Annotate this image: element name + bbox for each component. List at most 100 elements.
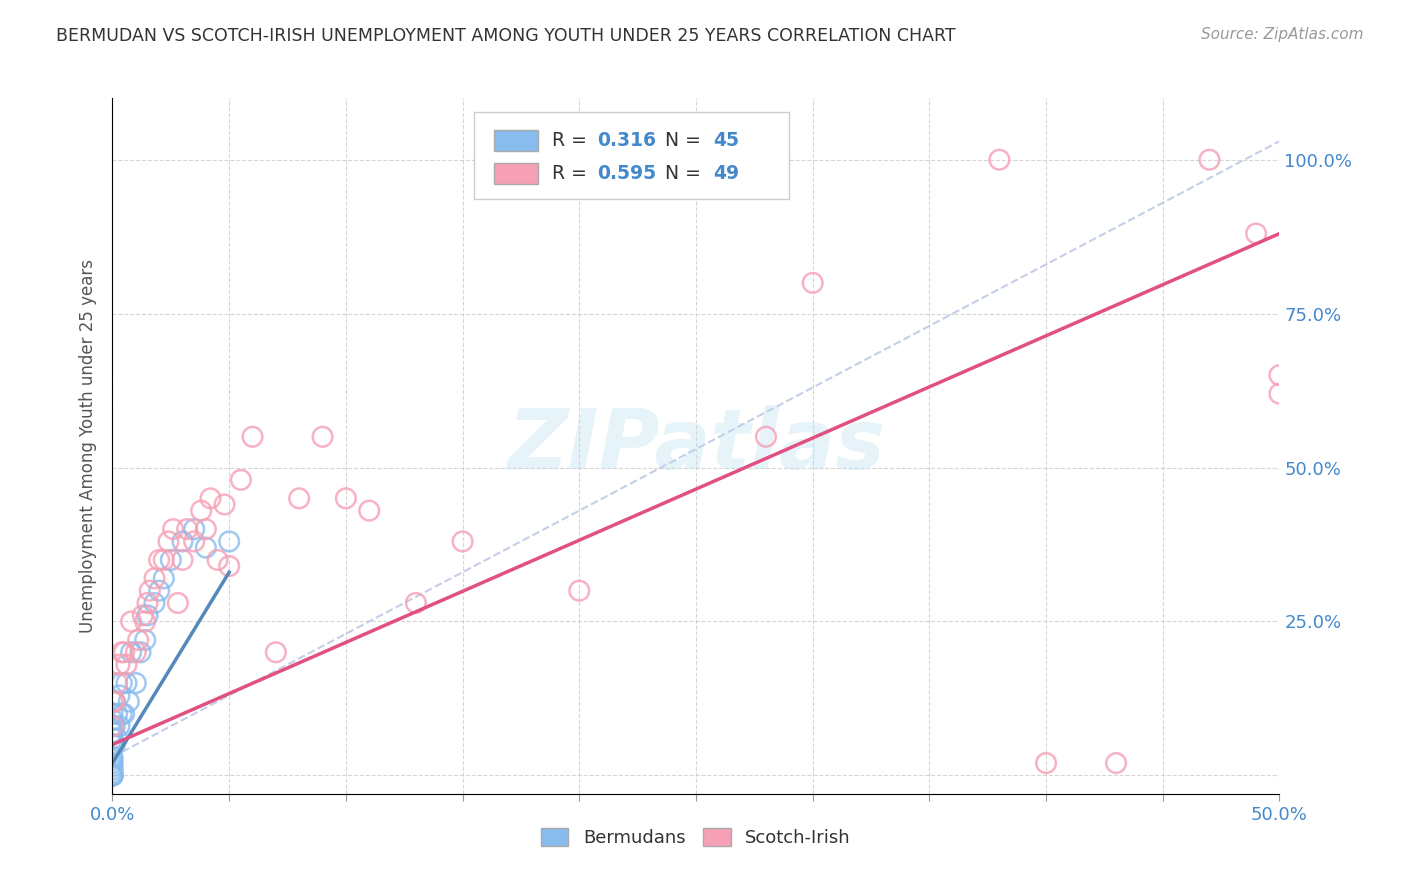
Point (101, 768, 124, 782)
Point (801, 276, 824, 290)
Point (101, 753, 124, 767)
Point (127, 632, 149, 647)
Point (183, 534, 205, 549)
FancyBboxPatch shape (494, 130, 538, 151)
Point (568, 583, 591, 598)
Point (115, 676, 138, 690)
Point (101, 738, 124, 752)
Point (162, 522, 184, 536)
Point (136, 596, 159, 610)
Point (101, 768, 124, 782)
Point (405, 596, 427, 610)
Point (105, 676, 128, 690)
Point (288, 491, 311, 506)
Point (1268, 368, 1291, 383)
Point (101, 725, 124, 739)
Point (1244, 227, 1267, 241)
Point (112, 645, 135, 659)
Point (139, 583, 162, 598)
Point (104, 738, 127, 752)
Point (148, 553, 170, 567)
Point (200, 491, 222, 506)
Point (112, 706, 135, 721)
Point (143, 571, 166, 585)
Point (129, 645, 152, 659)
Point (157, 534, 180, 549)
Point (451, 534, 474, 549)
Point (101, 765, 124, 780)
Point (101, 762, 124, 776)
Point (125, 676, 148, 690)
Point (242, 430, 264, 444)
Point (136, 608, 159, 623)
Text: R =: R = (553, 164, 593, 183)
Point (101, 768, 124, 782)
FancyBboxPatch shape (494, 163, 538, 184)
Legend: Bermudans, Scotch-Irish: Bermudans, Scotch-Irish (534, 821, 858, 855)
Point (104, 719, 127, 733)
Point (101, 756, 124, 770)
Text: 0.595: 0.595 (596, 164, 657, 183)
Point (988, 153, 1011, 167)
Point (1105, 756, 1128, 770)
Point (148, 583, 170, 598)
Point (120, 645, 142, 659)
Text: R =: R = (553, 131, 593, 150)
Point (1035, 756, 1057, 770)
Point (194, 522, 217, 536)
Text: N =: N = (652, 131, 707, 150)
Point (143, 596, 166, 610)
Y-axis label: Unemployment Among Youth under 25 years: Unemployment Among Youth under 25 years (79, 259, 97, 633)
Point (755, 430, 778, 444)
Point (111, 706, 134, 721)
Point (101, 768, 124, 782)
Point (101, 713, 124, 727)
Point (1268, 386, 1291, 401)
Point (101, 719, 124, 733)
Point (218, 534, 240, 549)
Point (115, 657, 138, 672)
FancyBboxPatch shape (474, 112, 789, 199)
Text: ZIPatlas: ZIPatlas (508, 406, 884, 486)
Point (101, 719, 124, 733)
Point (229, 473, 252, 487)
Point (108, 689, 131, 703)
Point (111, 645, 134, 659)
Text: 0.316: 0.316 (596, 131, 655, 150)
Point (105, 731, 128, 746)
Point (108, 657, 131, 672)
Point (194, 541, 217, 555)
Point (125, 645, 148, 659)
Point (160, 553, 183, 567)
Point (359, 503, 381, 517)
Point (183, 522, 205, 536)
Text: 49: 49 (713, 164, 740, 183)
Point (111, 676, 134, 690)
Point (101, 768, 124, 782)
Point (101, 768, 124, 782)
Point (1198, 153, 1220, 167)
Point (118, 694, 141, 708)
Point (134, 632, 156, 647)
Point (101, 768, 124, 782)
Point (108, 719, 131, 733)
Point (172, 534, 194, 549)
Point (166, 596, 188, 610)
Point (104, 694, 127, 708)
Text: BERMUDAN VS SCOTCH-IRISH UNEMPLOYMENT AMONG YOUTH UNDER 25 YEARS CORRELATION CHA: BERMUDAN VS SCOTCH-IRISH UNEMPLOYMENT AM… (56, 27, 956, 45)
Point (218, 559, 240, 574)
Point (335, 491, 357, 506)
Point (101, 768, 124, 782)
Point (105, 706, 128, 721)
Point (214, 498, 236, 512)
Point (172, 553, 194, 567)
Point (207, 553, 229, 567)
Point (120, 615, 142, 629)
Point (134, 615, 156, 629)
Point (190, 503, 212, 517)
Point (264, 645, 287, 659)
Point (101, 759, 124, 773)
Text: Source: ZipAtlas.com: Source: ZipAtlas.com (1201, 27, 1364, 42)
Text: 45: 45 (713, 131, 740, 150)
Point (101, 706, 124, 721)
